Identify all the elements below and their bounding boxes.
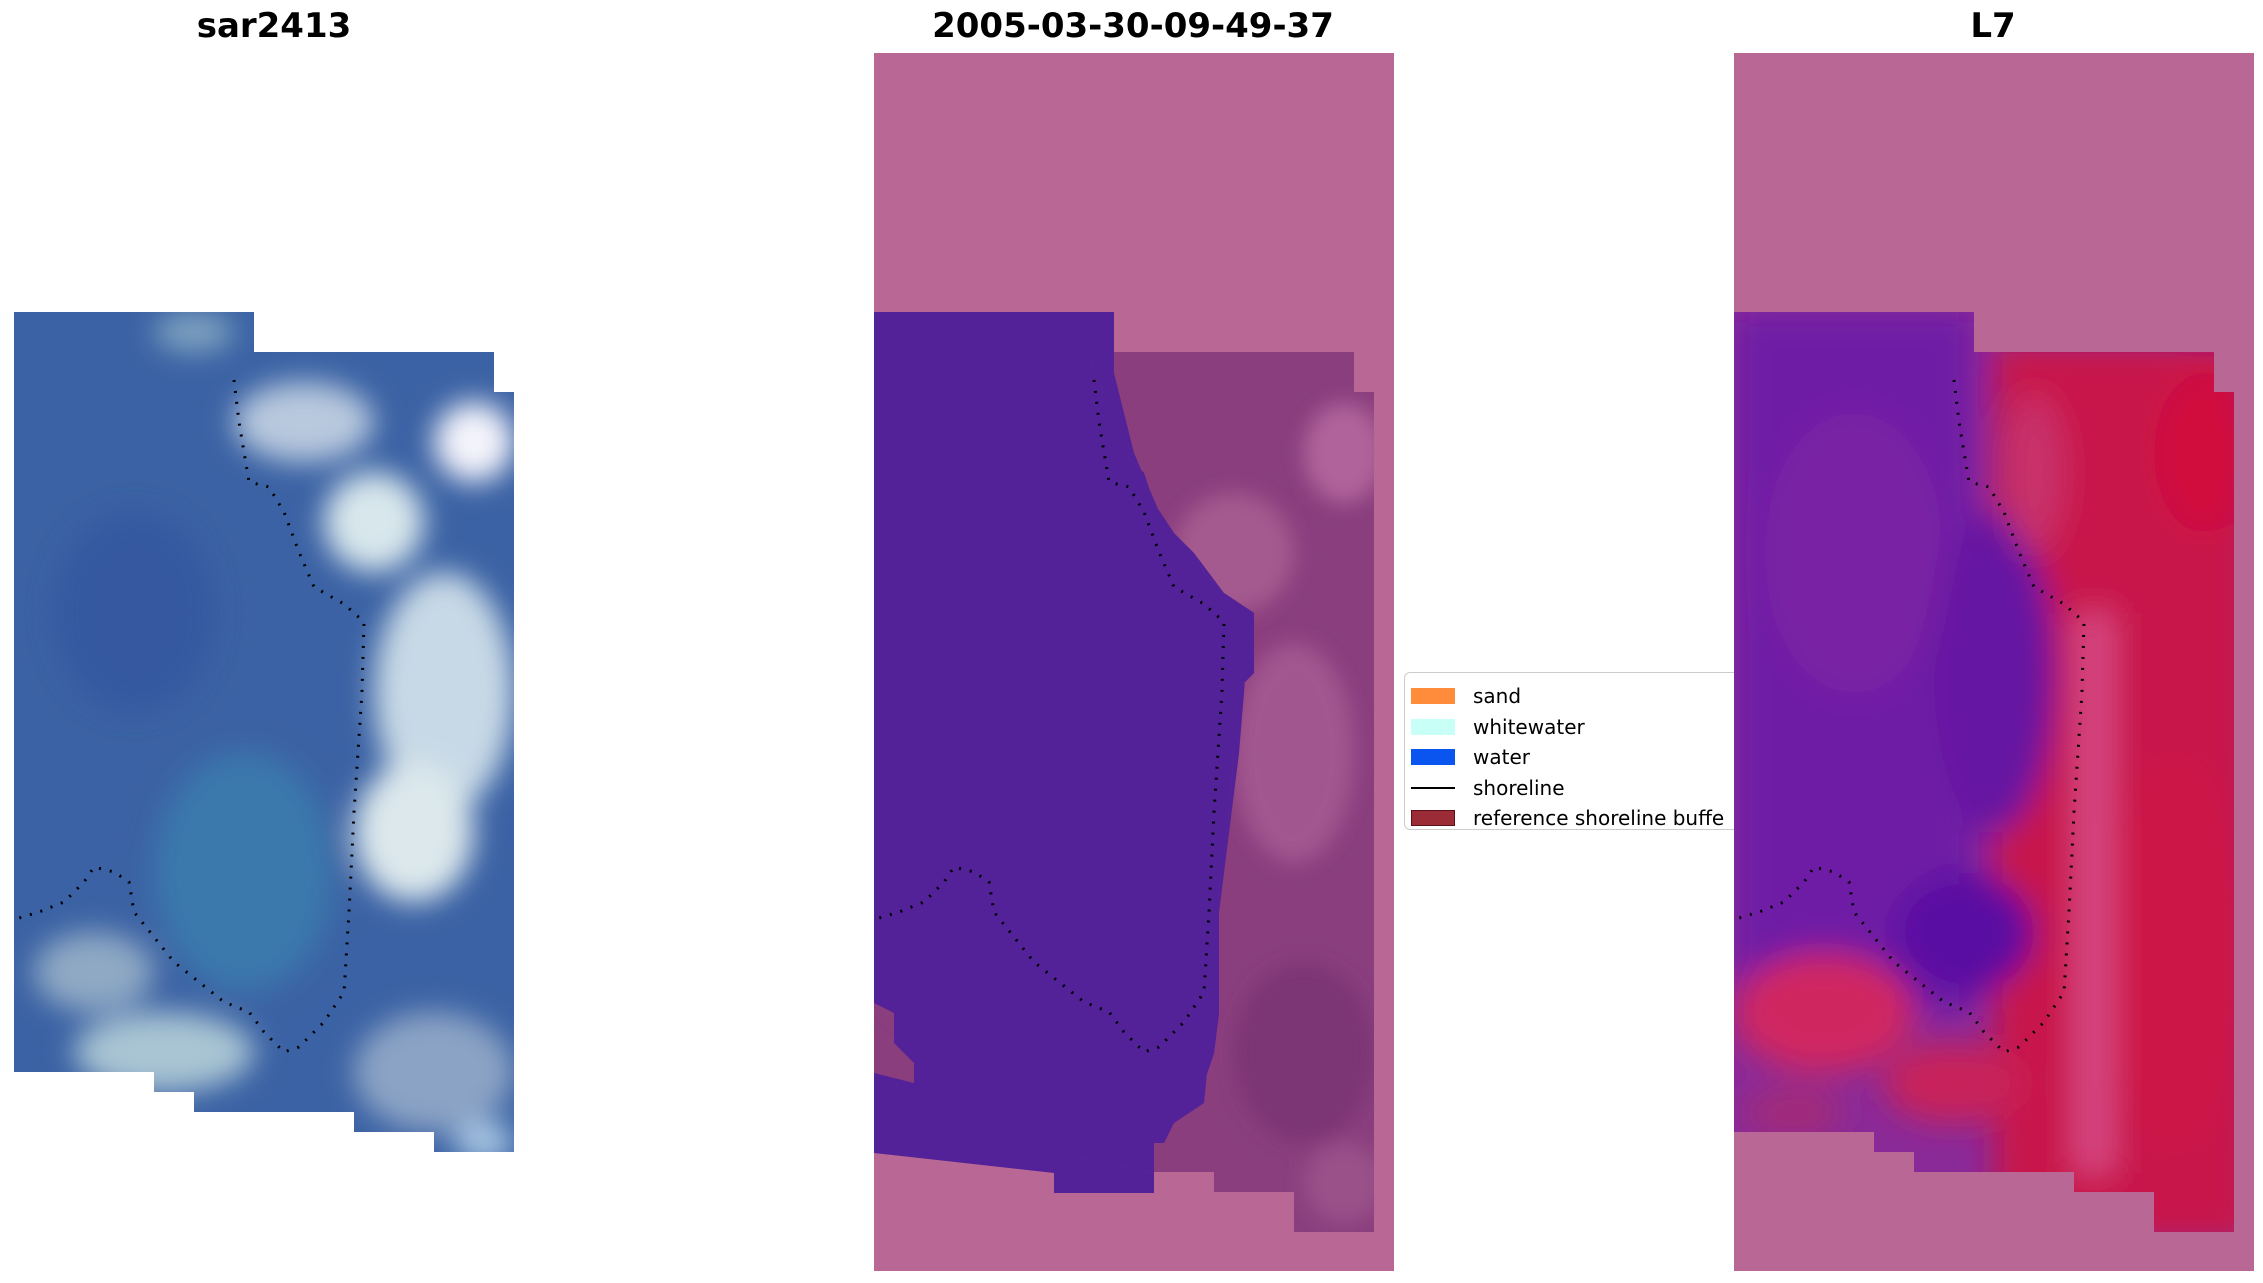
panel-title-classification: 2005-03-30-09-49-37 — [932, 6, 1334, 46]
legend-label: sand — [1473, 684, 1522, 709]
legend-item-sand: sand — [1411, 681, 1743, 712]
legend-swatch-reference-buffer — [1411, 810, 1455, 827]
rgb-image — [14, 312, 514, 1152]
legend-item-shoreline: shoreline — [1411, 773, 1743, 804]
legend-label: whitewater — [1473, 714, 1585, 739]
legend-label: reference shoreline buffe — [1473, 806, 1725, 830]
classification-image-panel — [874, 53, 1394, 1271]
legend-label: shoreline — [1473, 775, 1565, 800]
legend: sand whitewater water shoreline referenc… — [1404, 672, 1744, 830]
legend-item-reference-buffer: reference shoreline buffe — [1411, 803, 1743, 830]
classification-image — [874, 53, 1394, 1271]
legend-item-water: water — [1411, 742, 1743, 773]
panel-title-index: L7 — [1970, 6, 2016, 46]
legend-swatch-sand — [1411, 688, 1455, 705]
legend-swatch-whitewater — [1411, 718, 1455, 735]
rgb-image-panel — [14, 312, 514, 1232]
legend-item-whitewater: whitewater — [1411, 712, 1743, 743]
index-image-panel — [1734, 53, 2254, 1271]
legend-label: water — [1473, 745, 1530, 770]
legend-swatch-shoreline — [1411, 786, 1455, 789]
legend-swatch-water — [1411, 749, 1455, 766]
panel-title-rgb: sar2413 — [196, 6, 352, 46]
index-image — [1734, 53, 2254, 1271]
